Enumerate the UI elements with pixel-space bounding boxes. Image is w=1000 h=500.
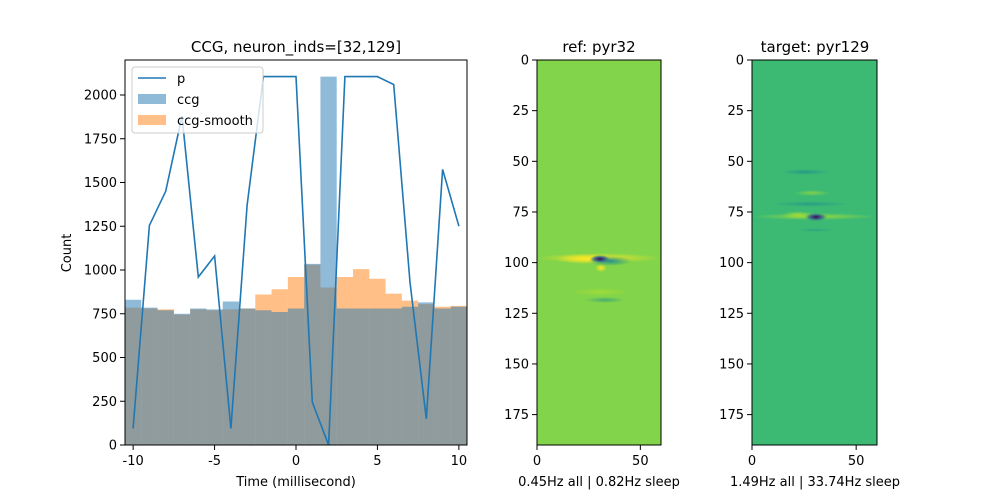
ccg-x-ticks: -10 -5 0 5 10 <box>123 445 468 469</box>
ccg-bar <box>271 312 288 445</box>
target-y-ticks: 0 25 50 75 100 125 150 175 <box>719 54 752 423</box>
ref-heatmap-title: ref: pyr32 <box>562 38 635 56</box>
ccg-bar <box>157 310 174 445</box>
y-tick-label: 250 <box>92 395 117 410</box>
ccg-bar <box>255 310 272 445</box>
ccg-bar <box>450 306 467 445</box>
legend-ccg-smooth-swatch <box>138 115 166 125</box>
ccg-title: CCG, neuron_inds=[32,129] <box>191 38 401 57</box>
y-tick-label: 1750 <box>84 132 117 147</box>
y-tick-label: 75 <box>727 205 744 220</box>
y-tick-label: 25 <box>727 104 744 119</box>
y-tick-label: 1000 <box>84 264 117 279</box>
y-tick-label: 0 <box>109 439 117 454</box>
target-x-axis-label: 1.49Hz all | 33.74Hz sleep <box>730 475 900 490</box>
ccg-x-axis-label: Time (millisecond) <box>235 475 356 490</box>
target-heatmap-dark-spot <box>805 213 827 221</box>
ccg-bar <box>401 306 419 445</box>
ccg-bar <box>206 309 223 445</box>
y-tick-label: 1500 <box>84 176 117 191</box>
ccg-panel: CCG, neuron_inds=[32,129] -10 -5 0 5 10 0 250… <box>60 38 468 490</box>
ref-heatmap-lower-smudge-2 <box>585 297 625 303</box>
ccg-bar <box>369 308 386 445</box>
ccg-bar <box>418 302 435 445</box>
ref-axes-frame <box>536 59 662 446</box>
ccg-bar <box>336 308 353 445</box>
y-tick-label: 150 <box>719 357 744 372</box>
x-tick-label: 0 <box>292 454 300 469</box>
x-tick-label: 0 <box>533 454 541 469</box>
ref-heatmap-image <box>537 60 661 445</box>
y-tick-label: 50 <box>727 155 744 170</box>
ccg-bar <box>287 308 305 445</box>
y-tick-label: 175 <box>719 408 744 423</box>
ccg-legend: p ccg ccg-smooth <box>131 66 264 134</box>
ccg-bar <box>222 301 239 445</box>
target-heatmap-smudge-3 <box>770 201 850 207</box>
legend-ccg-smooth-label: ccg-smooth <box>177 114 253 129</box>
y-tick-label: 75 <box>512 205 529 220</box>
ref-heatmap-lower-smudge-1 <box>570 288 630 296</box>
y-tick-label: 125 <box>719 307 744 322</box>
x-tick-label: 5 <box>373 454 381 469</box>
ref-x-ticks: 0 50 <box>533 445 649 469</box>
legend-p-label: p <box>177 72 185 87</box>
y-tick-label: 125 <box>504 307 529 322</box>
legend-ccg-label: ccg <box>177 93 200 108</box>
target-x-ticks: 0 50 <box>748 445 865 469</box>
ref-heatmap-panel: ref: pyr32 0 50 0 25 50 75 100 125 150 175 0.45H… <box>504 38 680 490</box>
ref-heatmap-background <box>537 60 661 445</box>
ref-heatmap-dark-spot <box>590 255 610 263</box>
target-heatmap-background <box>752 60 877 445</box>
x-tick-label: -5 <box>208 454 221 469</box>
y-tick-label: 175 <box>504 408 529 423</box>
ccg-bar <box>125 299 142 445</box>
ccg-bar <box>190 308 207 445</box>
target-heatmap-title: target: pyr129 <box>761 38 870 56</box>
ccg-bar <box>141 307 158 445</box>
ref-x-axis-label: 0.45Hz all | 0.82Hz sleep <box>518 475 680 490</box>
y-tick-label: 50 <box>512 155 529 170</box>
ref-y-ticks: 0 25 50 75 100 125 150 175 <box>504 54 537 423</box>
target-heatmap-panel: target: pyr129 0 50 0 25 50 75 100 125 150 175 1… <box>719 38 900 490</box>
x-tick-label: -10 <box>123 454 144 469</box>
y-tick-label: 100 <box>504 256 529 271</box>
x-tick-label: 0 <box>748 454 756 469</box>
x-tick-label: 10 <box>451 454 468 469</box>
target-heatmap-image <box>752 60 877 445</box>
y-tick-label: 2000 <box>84 89 117 104</box>
ccg-bars <box>125 76 467 445</box>
ccg-y-axis-label: Count <box>60 234 75 273</box>
ccg-bar <box>385 308 402 445</box>
ccg-bar <box>434 308 451 445</box>
y-tick-label: 25 <box>512 104 529 119</box>
target-heatmap-smudge-1 <box>780 169 830 175</box>
y-tick-label: 1250 <box>84 220 117 235</box>
legend-ccg-swatch <box>138 94 166 104</box>
ref-heatmap-yellow-spot <box>595 264 607 272</box>
y-tick-label: 100 <box>719 256 744 271</box>
x-tick-label: 50 <box>848 454 865 469</box>
target-heatmap-smudge-2 <box>794 190 830 196</box>
ccg-bar <box>353 308 370 445</box>
ccg-bar <box>320 76 337 445</box>
ccg-y-ticks: 0 250 500 750 1000 1250 1500 1750 2000 <box>84 89 125 454</box>
target-axes-frame <box>751 59 878 446</box>
target-heatmap-smudge-4 <box>795 228 835 232</box>
ccg-bar <box>239 308 256 445</box>
y-tick-label: 150 <box>504 357 529 372</box>
y-tick-label: 0 <box>521 54 529 69</box>
ccg-bar <box>173 313 191 445</box>
y-tick-label: 500 <box>92 351 117 366</box>
y-tick-label: 0 <box>736 54 744 69</box>
p-line <box>132 75 460 445</box>
y-tick-label: 750 <box>92 307 117 322</box>
x-tick-label: 50 <box>632 454 649 469</box>
